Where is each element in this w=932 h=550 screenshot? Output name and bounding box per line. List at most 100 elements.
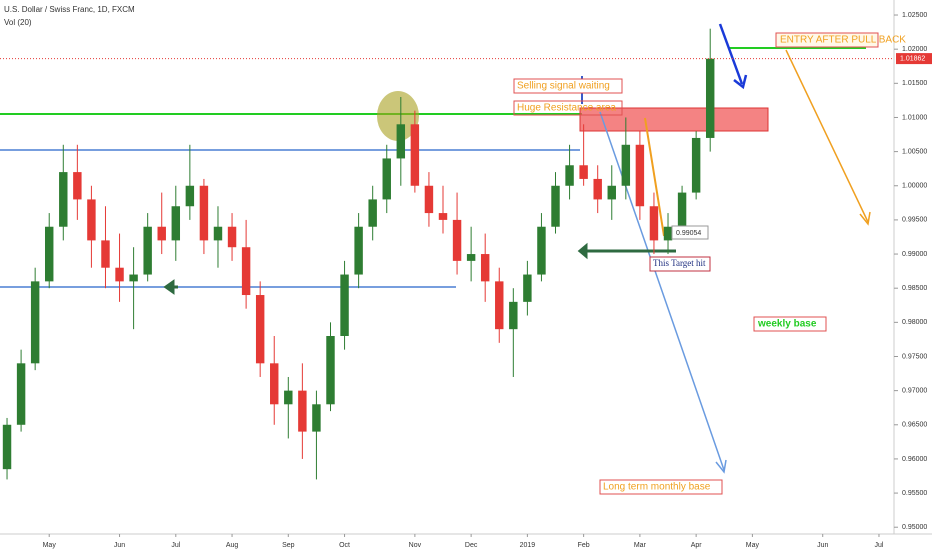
- x-tick-label: Oct: [339, 542, 350, 549]
- annotation: Long term monthly base: [603, 482, 711, 493]
- candle-body: [255, 295, 265, 364]
- y-tick-label: 1.00000: [902, 183, 927, 190]
- candle-body: [16, 363, 26, 425]
- candle-body: [607, 185, 616, 200]
- arrow-line: [785, 49, 869, 223]
- y-tick-label: 0.99000: [902, 251, 927, 258]
- candle-body: [537, 226, 546, 275]
- candle-body: [551, 185, 560, 227]
- y-tick-label: 0.95000: [902, 524, 927, 531]
- y-tick-label: 0.99500: [902, 217, 927, 224]
- candle-body: [509, 301, 518, 330]
- candle-body: [621, 144, 631, 186]
- x-tick-label: Jul: [171, 542, 180, 549]
- x-tick-label: May: [43, 542, 57, 549]
- candle-body: [185, 185, 195, 207]
- candle-body: [101, 240, 110, 268]
- x-tick-label: Dec: [465, 542, 478, 549]
- candle-body: [115, 267, 124, 282]
- x-tick-label: Jul: [874, 542, 883, 549]
- candle-body: [452, 219, 462, 261]
- last-price-box: [896, 53, 932, 65]
- candle-body: [326, 336, 335, 405]
- y-tick-label: 0.97000: [902, 387, 927, 394]
- candle-body: [241, 247, 251, 296]
- candle-body: [2, 424, 12, 470]
- annotation: This Target hit: [653, 258, 706, 268]
- resistance-zone: [579, 107, 769, 132]
- candle-body: [593, 178, 602, 200]
- candle-body: [523, 274, 532, 302]
- candle-body: [312, 404, 321, 432]
- annotation-box: [513, 78, 623, 94]
- candle-body: [284, 390, 293, 405]
- y-tick-label: 0.98000: [902, 319, 927, 326]
- annotation: weekly base: [757, 319, 817, 330]
- candle-body: [199, 185, 209, 241]
- candle-body: [171, 206, 181, 241]
- chart-title: U.S. Dollar / Swiss Franc, 1D, FXCM: [4, 5, 135, 14]
- annotation-box: [753, 316, 827, 332]
- candle-body: [382, 158, 391, 200]
- candle-body: [635, 144, 645, 207]
- annotation-box: [671, 225, 709, 240]
- candle-body: [213, 226, 223, 241]
- candle-body: [45, 226, 54, 282]
- candle-body: [227, 226, 237, 248]
- arrow-head: [733, 74, 748, 90]
- candle-body: [410, 124, 420, 186]
- y-tick-label: 1.00500: [902, 148, 927, 155]
- annotation: ENTRY AFTER PULL BACK: [780, 35, 906, 46]
- x-tick-label: Jun: [114, 542, 125, 549]
- candle-body: [30, 281, 40, 364]
- candle-body: [677, 192, 687, 227]
- candle-body: [466, 254, 476, 261]
- candle-body: [368, 199, 377, 227]
- candle-body: [579, 165, 588, 179]
- annotation-box: [775, 32, 879, 48]
- candle-body: [480, 254, 490, 282]
- annotation-box: [599, 479, 723, 495]
- y-tick-label: 1.01000: [902, 114, 927, 121]
- y-tick-label: 1.02000: [902, 46, 927, 53]
- candle-body: [270, 363, 279, 405]
- x-tick-label: Apr: [691, 542, 703, 549]
- support-arrow: [163, 279, 178, 295]
- y-tick-label: 1.01500: [902, 80, 927, 87]
- candle-body: [424, 185, 434, 214]
- volume-label: Vol (20): [4, 18, 32, 27]
- candle-body: [73, 172, 82, 200]
- x-tick-label: Aug: [226, 542, 239, 549]
- annotation: 0.99054: [676, 230, 701, 237]
- y-tick-label: 0.97500: [902, 353, 927, 360]
- candle-body: [649, 206, 659, 241]
- candle-body: [157, 226, 166, 241]
- last-price-label: 1.01862: [900, 55, 925, 62]
- candle-body: [298, 390, 307, 432]
- candle-body: [565, 165, 574, 186]
- candle-body: [143, 226, 152, 275]
- x-tick-label: Nov: [409, 542, 422, 549]
- y-tick-label: 0.96000: [902, 456, 927, 463]
- candle-body: [59, 172, 68, 227]
- arrow-head: [859, 211, 871, 226]
- x-tick-label: Sep: [282, 542, 295, 549]
- x-tick-label: May: [746, 542, 760, 549]
- y-tick-label: 0.95500: [902, 490, 927, 497]
- x-tick-label: Feb: [578, 542, 590, 549]
- candle-body: [495, 281, 504, 330]
- candle-body: [663, 226, 673, 241]
- annotation: Huge Resistance area: [517, 103, 616, 114]
- candle-body: [705, 58, 715, 138]
- target-arrow: [577, 242, 676, 260]
- y-tick-label: 0.98500: [902, 285, 927, 292]
- y-tick-label: 1.02500: [902, 12, 927, 19]
- candle-body: [340, 274, 349, 336]
- x-tick-label: Mar: [634, 542, 647, 549]
- candle-body: [396, 124, 406, 159]
- candle-body: [87, 199, 96, 241]
- y-tick-label: 0.96500: [902, 422, 927, 429]
- annotation-box: [513, 100, 623, 116]
